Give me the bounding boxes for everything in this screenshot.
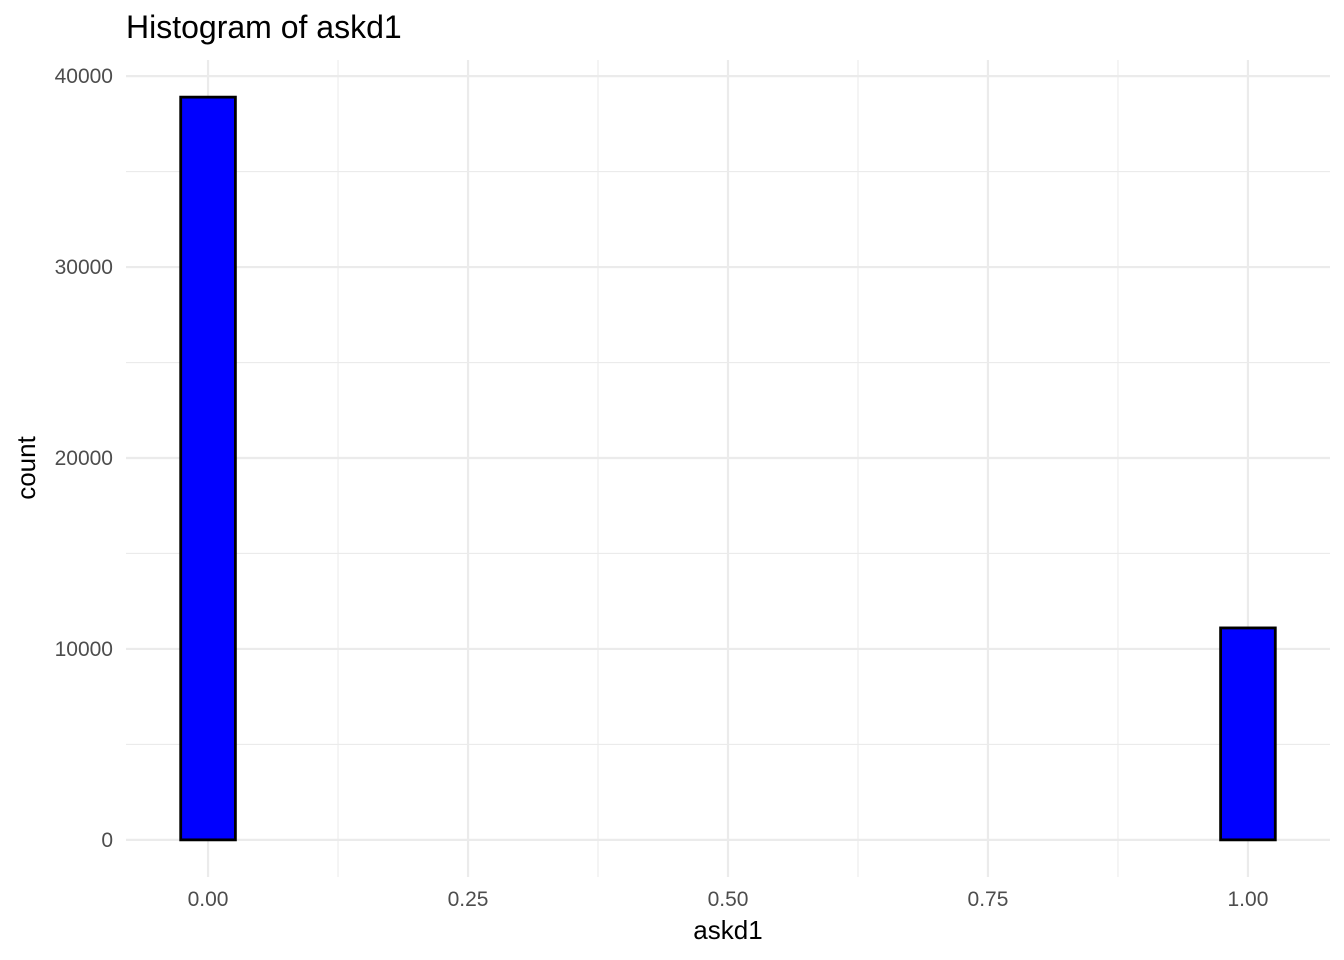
x-tick-label: 0.25 <box>448 888 489 911</box>
grid-lines <box>126 60 1330 877</box>
x-axis-title: askd1 <box>693 915 762 945</box>
y-tick-label: 0 <box>101 829 113 852</box>
y-axis-title: count <box>11 435 41 499</box>
histogram-bars <box>179 95 1277 842</box>
y-axis-ticks: 0 10000 20000 30000 40000 <box>55 65 113 852</box>
x-tick-label: 1.00 <box>1228 888 1269 911</box>
y-tick-label: 10000 <box>55 638 113 661</box>
histogram-bar <box>179 95 237 842</box>
y-tick-label: 20000 <box>55 447 113 470</box>
x-tick-label: 0.50 <box>708 888 749 911</box>
x-tick-label: 0.00 <box>188 888 229 911</box>
y-tick-label: 40000 <box>55 65 113 88</box>
y-tick-label: 30000 <box>55 256 113 279</box>
x-axis-ticks: 0.00 0.25 0.50 0.75 1.00 <box>188 888 1269 911</box>
x-tick-label: 0.75 <box>968 888 1009 911</box>
histogram-bar <box>1219 626 1277 842</box>
chart-title: Histogram of askd1 <box>126 9 402 45</box>
